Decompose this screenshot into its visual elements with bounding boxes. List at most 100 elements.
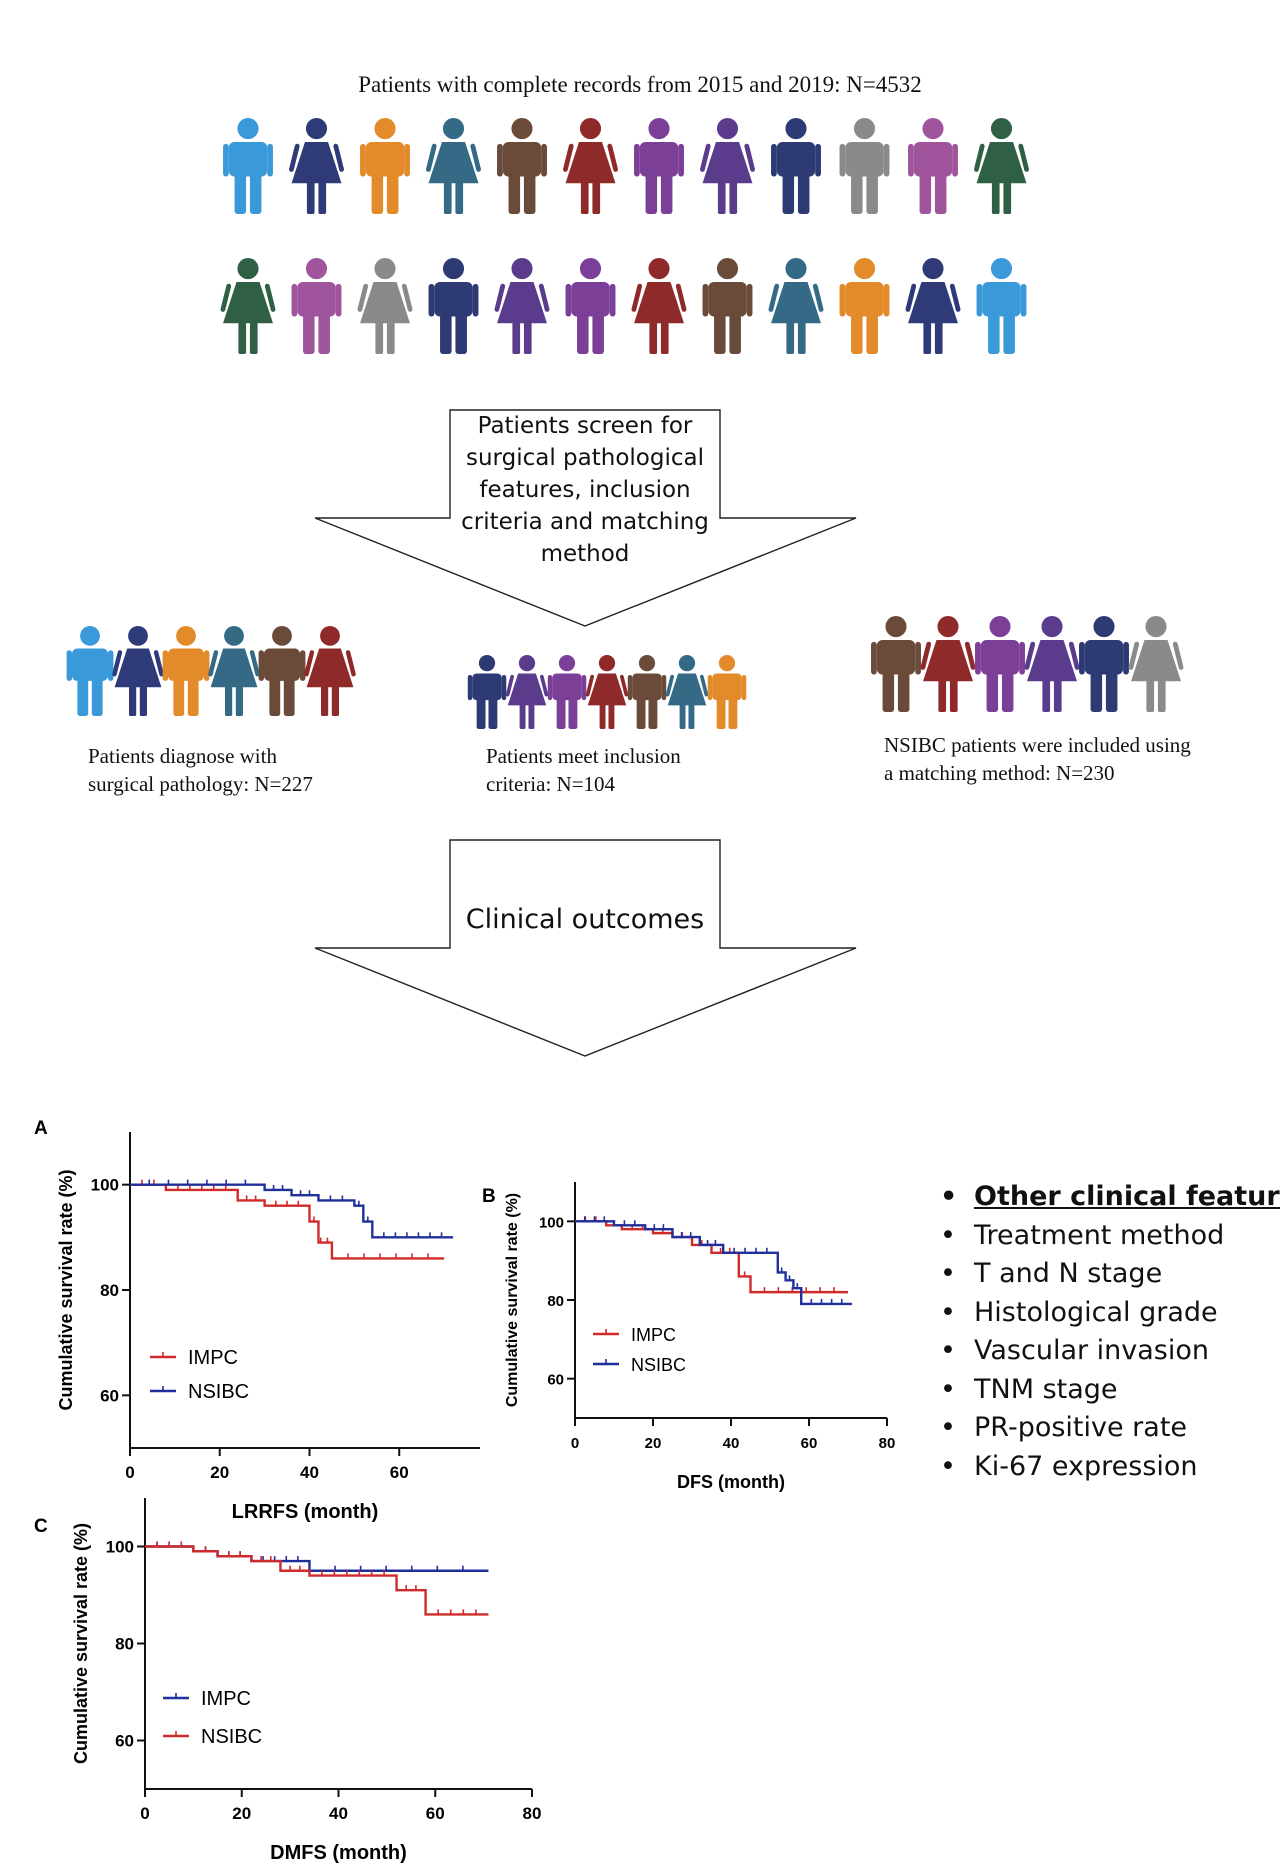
flowchart-title: Patients with complete records from 2015… xyxy=(358,72,922,97)
man-icon xyxy=(634,118,684,214)
y-tick-label: 60 xyxy=(547,1372,564,1389)
man-icon xyxy=(223,118,273,214)
group-label-line: Patients meet inclusion xyxy=(486,744,681,768)
woman-icon xyxy=(505,655,549,729)
group-label-line: NSIBC patients were included using xyxy=(884,733,1191,757)
woman-icon xyxy=(304,626,356,716)
y-axis-label: Cumulative survival rate (%) xyxy=(504,1193,521,1407)
screening-arrow-text: Patients screen for surgical pathologica… xyxy=(440,410,730,570)
features-heading: Other clinical features, xyxy=(940,1178,1280,1217)
x-axis-label: LRRFS (month) xyxy=(232,1501,379,1523)
legend-label: NSIBC xyxy=(188,1381,249,1403)
km-chart-b: B 60 80 100 0 20 40 60 80 DFS (month) Cumulative s… xyxy=(482,1182,895,1492)
man-icon xyxy=(627,655,667,729)
group-label-line: surgical pathology: N=227 xyxy=(88,772,313,796)
feature-item: TNM stage xyxy=(940,1371,1280,1410)
legend-label: IMPC xyxy=(188,1347,238,1369)
x-tick-label: 20 xyxy=(645,1435,662,1452)
x-tick-label: 60 xyxy=(801,1435,818,1452)
x-tick-label: 60 xyxy=(426,1804,445,1823)
x-tick-label: 60 xyxy=(390,1463,409,1482)
woman-icon xyxy=(1128,616,1184,712)
series-line-impc xyxy=(575,1220,848,1294)
patient-groups xyxy=(66,616,1184,729)
panel-letter: C xyxy=(34,1516,48,1537)
y-tick-label: 80 xyxy=(100,1281,119,1300)
woman-icon xyxy=(585,655,629,729)
y-tick-label: 60 xyxy=(115,1732,134,1751)
woman-icon xyxy=(905,258,961,354)
man-icon xyxy=(258,626,306,716)
km-chart-c: C 60 80 100 0 20 40 60 80 DMFS (month) Cumulative … xyxy=(34,1498,541,1864)
x-tick-label: 20 xyxy=(232,1804,251,1823)
outcomes-arrow-label: Clinical outcomes xyxy=(465,904,705,935)
man-icon xyxy=(839,258,890,354)
screening-arrow xyxy=(314,409,857,627)
woman-icon xyxy=(974,118,1029,214)
x-tick-label: 0 xyxy=(125,1463,134,1482)
series-line-nsibc xyxy=(575,1220,852,1306)
man-icon xyxy=(497,118,547,214)
y-tick-label: 100 xyxy=(539,1214,564,1231)
man-icon xyxy=(908,118,958,214)
woman-icon xyxy=(1024,616,1080,712)
legend-label: IMPC xyxy=(201,1688,251,1710)
woman-icon xyxy=(112,626,164,716)
man-icon xyxy=(66,626,114,716)
man-icon xyxy=(1079,616,1129,712)
man-icon xyxy=(702,258,753,354)
woman-icon xyxy=(768,258,824,354)
man-icon xyxy=(839,118,890,214)
feature-item: Histological grade xyxy=(940,1294,1280,1333)
legend-label: IMPC xyxy=(631,1325,676,1345)
panel-letter: B xyxy=(482,1186,496,1207)
y-tick-label: 100 xyxy=(91,1176,119,1195)
woman-icon xyxy=(494,258,550,354)
group-surgical-pathology-label: Patients diagnose with surgical patholog… xyxy=(88,742,313,798)
feature-item: PR-positive rate xyxy=(940,1409,1280,1448)
panel-letter: A xyxy=(34,1118,48,1139)
man-icon xyxy=(871,616,921,712)
group-matching-label: NSIBC patients were included using a mat… xyxy=(884,731,1191,787)
man-icon xyxy=(565,258,616,354)
woman-icon xyxy=(426,118,481,214)
woman-icon xyxy=(563,118,618,214)
woman-icon xyxy=(357,258,413,354)
screening-line: features, inclusion xyxy=(479,477,691,503)
woman-icon xyxy=(920,616,976,712)
group-label-line: criteria: N=104 xyxy=(486,772,616,796)
man-icon xyxy=(162,626,210,716)
woman-icon xyxy=(631,258,687,354)
x-tick-label: 40 xyxy=(329,1804,348,1823)
y-tick-label: 80 xyxy=(547,1293,564,1310)
man-icon xyxy=(360,118,410,214)
man-icon xyxy=(428,258,479,354)
screening-line: method xyxy=(540,541,630,567)
x-tick-label: 20 xyxy=(210,1463,229,1482)
woman-icon xyxy=(220,258,276,354)
series-line-nsibc xyxy=(130,1183,454,1239)
y-tick-label: 100 xyxy=(106,1538,134,1557)
survival-charts: A 60 80 100 0 20 40 60 LRRFS (month) Cumulative s… xyxy=(34,1118,895,1864)
feature-item: T and N stage xyxy=(940,1255,1280,1294)
patient-crowd xyxy=(220,118,1029,354)
y-axis-label: Cumulative survival rate (%) xyxy=(56,1169,76,1410)
man-icon xyxy=(975,616,1025,712)
group-label-line: Patients diagnose with xyxy=(88,744,277,768)
x-tick-label: 0 xyxy=(140,1804,149,1823)
man-icon xyxy=(707,655,747,729)
x-tick-label: 0 xyxy=(571,1435,579,1452)
legend-label: NSIBC xyxy=(201,1726,262,1748)
x-tick-label: 80 xyxy=(879,1435,896,1452)
y-tick-label: 80 xyxy=(115,1635,134,1654)
woman-icon xyxy=(700,118,755,214)
man-icon xyxy=(291,258,342,354)
screening-line: surgical pathological xyxy=(466,445,704,471)
km-chart-a: A 60 80 100 0 20 40 60 LRRFS (month) Cumulative s… xyxy=(34,1118,480,1523)
man-icon xyxy=(467,655,507,729)
group-inclusion-label: Patients meet inclusion criteria: N=104 xyxy=(486,742,681,798)
group-label-line: a matching method: N=230 xyxy=(884,761,1115,785)
feature-item: Treatment method xyxy=(940,1217,1280,1256)
woman-icon xyxy=(665,655,709,729)
man-icon xyxy=(976,258,1027,354)
